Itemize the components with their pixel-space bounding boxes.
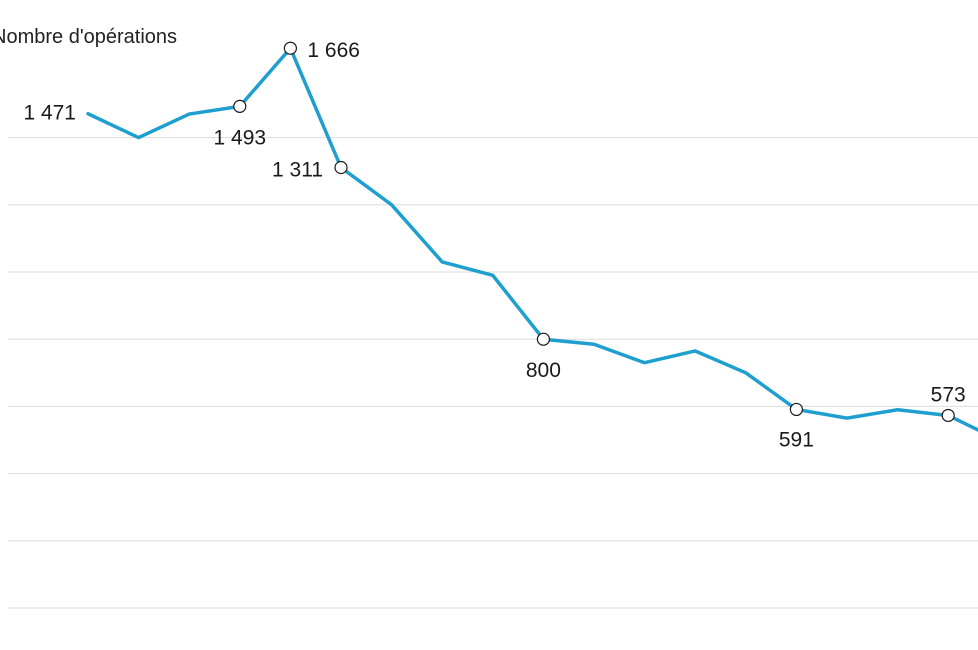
data-label: 591 bbox=[779, 428, 814, 451]
data-point-marker bbox=[941, 408, 955, 423]
chart-title: Nombre d'opérations bbox=[0, 26, 178, 48]
label-layer: 1 471 1 493 1 666 1 311 800 591 573 bbox=[23, 39, 965, 451]
data-label: 1 311 bbox=[272, 159, 323, 182]
data-point-marker bbox=[789, 402, 804, 417]
data-label: 1 493 bbox=[214, 126, 267, 149]
data-point-marker bbox=[233, 99, 247, 113]
data-label: 800 bbox=[526, 359, 561, 382]
grid-layer bbox=[8, 137, 978, 609]
data-label: 1 666 bbox=[307, 39, 360, 62]
data-point-marker bbox=[536, 332, 551, 346]
data-label: 573 bbox=[931, 383, 966, 406]
data-point-marker bbox=[283, 41, 297, 55]
data-label: 1 471 bbox=[23, 102, 76, 125]
marker-layer bbox=[233, 41, 955, 423]
data-point-marker bbox=[334, 160, 348, 175]
